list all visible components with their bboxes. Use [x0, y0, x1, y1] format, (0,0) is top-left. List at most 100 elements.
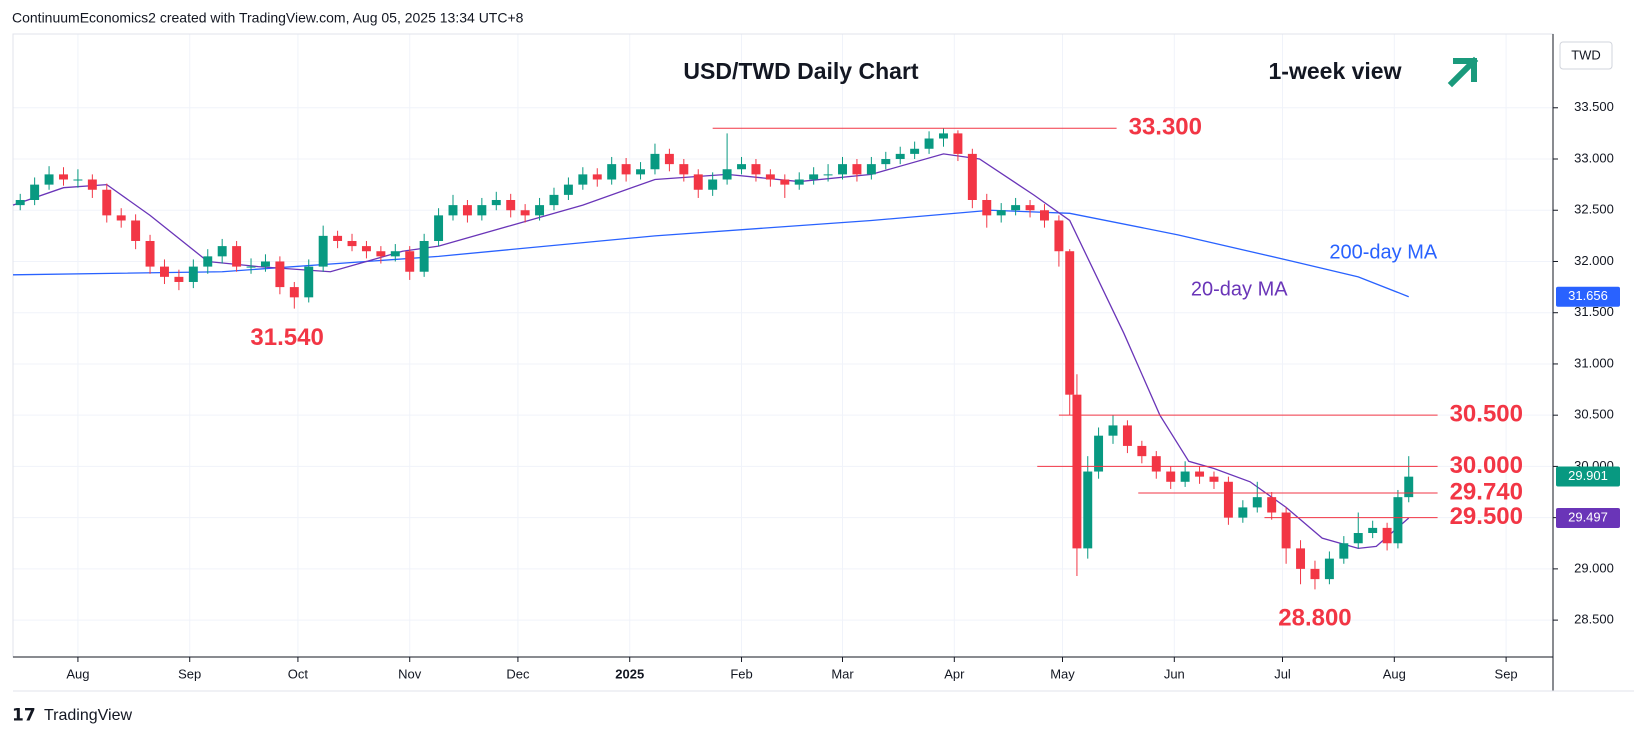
candle-body: [535, 205, 545, 216]
candle-body: [1209, 476, 1219, 482]
candle-body: [145, 240, 155, 267]
y-tick-label: 28.500: [1574, 612, 1614, 627]
ma-name: 200-day MA: [1329, 242, 1437, 264]
candle-body: [1072, 394, 1082, 549]
candle-body: [1404, 476, 1414, 498]
y-tick-label: 33.500: [1574, 99, 1614, 114]
candle-body: [578, 174, 588, 185]
candle-body: [1252, 497, 1262, 508]
footer-brand: TradingView: [44, 707, 132, 724]
candle-body: [232, 246, 242, 267]
candle-body: [160, 266, 169, 277]
y-tick-label: 32.500: [1574, 202, 1614, 217]
y-tick-label: 32.000: [1574, 253, 1614, 268]
candle-body: [1382, 527, 1392, 544]
moving-average-line: [12, 153, 1410, 550]
last-price-box: [1556, 466, 1620, 487]
candle-body: [1137, 445, 1147, 457]
currency-box: [1559, 41, 1613, 70]
currency-label: TWD: [1571, 47, 1601, 62]
candle-body: [751, 164, 761, 175]
level-label: 29.500: [1450, 503, 1523, 530]
candle-body: [203, 256, 213, 267]
y-tick-label: 30.500: [1574, 407, 1614, 422]
candle-body: [419, 240, 429, 272]
candle-body: [866, 164, 876, 175]
candle-body: [953, 133, 963, 154]
candle-body: [563, 184, 573, 195]
candle-body: [275, 261, 285, 288]
candle-body: [881, 159, 891, 165]
candle-body: [87, 179, 97, 190]
candle-body: [102, 189, 112, 216]
candle-body: [1281, 512, 1291, 549]
candle-body: [794, 179, 804, 185]
candle-body: [1180, 471, 1190, 482]
candle-body: [607, 164, 617, 180]
candle-body: [1122, 425, 1132, 446]
y-tick-label: 29.000: [1574, 560, 1614, 575]
y-tick-label: 33.000: [1574, 150, 1614, 165]
y-tick-label: 31.500: [1574, 304, 1614, 319]
candle-body: [636, 169, 646, 175]
candle-body: [491, 199, 501, 206]
header: ContinuumEconomics2 created with Trading…: [12, 10, 524, 26]
level-label: 30.500: [1450, 401, 1523, 428]
candle-body: [1353, 533, 1363, 544]
up-arrow-icon: [1447, 56, 1479, 88]
candle-body: [1083, 471, 1093, 549]
candle-body: [1223, 481, 1233, 518]
x-tick-label: Feb: [730, 666, 752, 681]
candle-body: [1339, 543, 1349, 559]
candle-body: [1267, 497, 1277, 513]
candle-body: [693, 174, 703, 190]
grid: [13, 34, 1553, 657]
candle-body: [376, 251, 386, 257]
level-label: 30.000: [1450, 452, 1523, 479]
candle-body: [1324, 558, 1334, 580]
candle-body: [1166, 471, 1176, 482]
candle-body: [1151, 456, 1161, 472]
x-tick-label: Jul: [1274, 666, 1291, 681]
footer-logo-mark: 𝟭𝟳: [12, 705, 36, 724]
candle-body: [131, 220, 141, 241]
candle-body: [260, 261, 270, 267]
candle-body: [708, 179, 718, 190]
candle-body: [1065, 251, 1075, 395]
candle-body: [1011, 205, 1021, 211]
candle-body: [520, 210, 530, 216]
x-tick-label: Sep: [1495, 666, 1518, 681]
candle-body: [549, 194, 559, 206]
candle-body: [939, 133, 948, 139]
candle-body: [852, 164, 862, 175]
candle-body: [333, 235, 343, 241]
candle-body: [621, 164, 631, 175]
y-tick-label: 31.000: [1574, 355, 1614, 370]
candle-body: [924, 138, 934, 149]
candle-body: [462, 205, 472, 216]
x-tick-label: Apr: [944, 666, 965, 681]
candle-body: [737, 164, 746, 170]
ma-last-value-box: [1556, 507, 1620, 528]
candle-body: [174, 276, 184, 282]
candle-body: [996, 210, 1006, 216]
last-price-label: 29.901: [1568, 468, 1608, 483]
x-tick-label: Aug: [66, 666, 89, 681]
candle-body: [1368, 527, 1378, 534]
candle-body: [506, 199, 516, 211]
candle-body: [650, 153, 660, 170]
candle-body: [1393, 497, 1403, 544]
candle-body: [823, 174, 833, 176]
candle-body: [1094, 435, 1104, 472]
candle-body: [448, 205, 458, 216]
candle-body: [722, 169, 732, 180]
level-label: 29.740: [1450, 478, 1523, 505]
candle-body: [188, 266, 198, 282]
candle-body: [1040, 210, 1049, 221]
x-tick-label: Nov: [398, 666, 422, 681]
candle-body: [304, 266, 314, 298]
candle-body: [838, 164, 847, 175]
candle-body: [246, 266, 256, 268]
candle-body: [982, 199, 992, 216]
